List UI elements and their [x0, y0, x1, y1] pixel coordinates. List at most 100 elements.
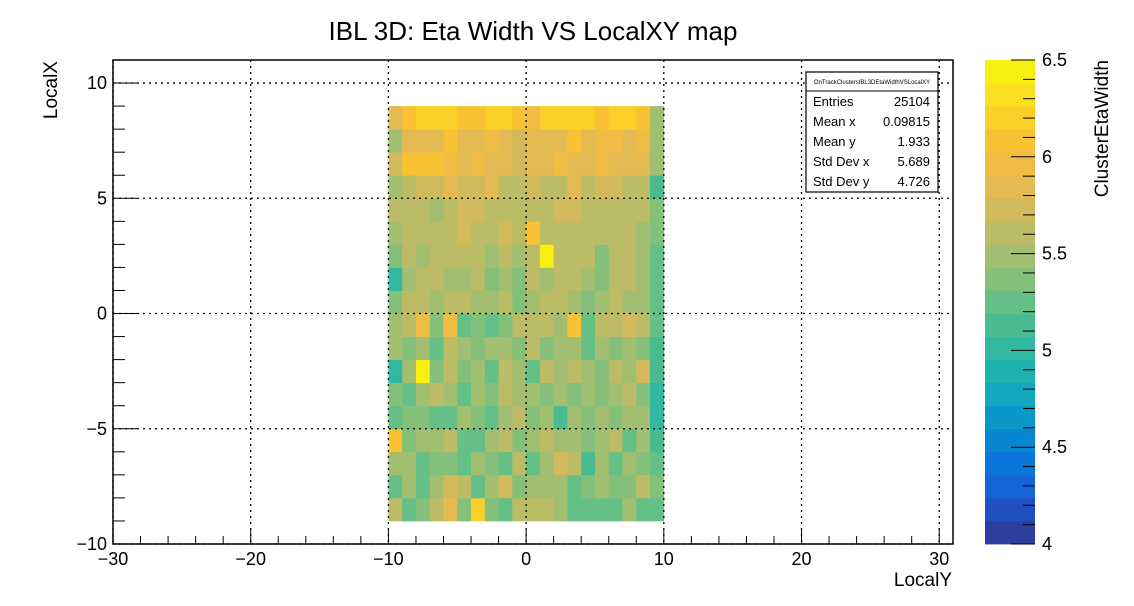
heatmap-cell	[553, 290, 568, 314]
heatmap-cell	[650, 359, 665, 384]
color-scale-band	[985, 474, 1035, 499]
heatmap-cell	[512, 106, 527, 130]
heatmap-cell	[636, 267, 651, 291]
heatmap-cell	[443, 290, 458, 314]
heatmap-cell	[471, 451, 486, 476]
heatmap-cell	[539, 336, 555, 361]
heatmap-cell	[415, 198, 431, 222]
heatmap-cell	[608, 405, 623, 430]
heatmap-cell	[484, 405, 499, 430]
heatmap-cell	[526, 474, 541, 499]
heatmap-cell	[567, 198, 582, 222]
color-scale-band	[985, 198, 1035, 222]
y-tick-label: −10	[76, 534, 107, 554]
heatmap-cell	[636, 106, 651, 130]
heatmap-cell	[581, 221, 596, 245]
heatmap-cell	[402, 336, 417, 361]
heatmap-cell	[553, 175, 568, 199]
heatmap-cell	[526, 221, 541, 245]
heatmap-cell	[443, 221, 458, 245]
heatmap-cell	[539, 359, 555, 384]
heatmap-cell	[622, 382, 637, 407]
heatmap-cell	[608, 451, 623, 476]
heatmap-cell	[457, 152, 472, 176]
color-scale-label: ClusterEtaWidth	[1092, 60, 1113, 197]
heatmap-cell	[608, 175, 623, 199]
heatmap-cell	[636, 359, 651, 384]
heatmap-cell	[594, 198, 610, 222]
heatmap-cell	[443, 175, 458, 199]
heatmap-cell	[484, 244, 499, 268]
heatmap-cell	[526, 313, 541, 337]
heatmap-cell	[608, 106, 623, 130]
heatmap-cell	[567, 336, 582, 361]
heatmap-cell	[650, 336, 665, 361]
heatmap-cell	[636, 290, 651, 314]
heatmap-cell	[457, 336, 472, 361]
heatmap-cell	[443, 244, 458, 268]
heatmap-cell	[512, 267, 527, 291]
color-scale-band	[985, 129, 1035, 153]
heatmap-cell	[443, 198, 458, 222]
heatmap-cell	[443, 336, 458, 361]
heatmap-cell	[567, 152, 582, 176]
color-scale-band	[985, 405, 1035, 430]
heatmap-cell	[457, 428, 472, 453]
heatmap-cell	[471, 106, 486, 130]
heatmap-cell	[594, 152, 610, 176]
heatmap-cell	[402, 267, 417, 291]
heatmap-cell	[594, 497, 610, 522]
heatmap-cell	[650, 221, 665, 245]
heatmap-cell	[594, 428, 610, 453]
heatmap-cell	[539, 405, 555, 430]
heatmap-cell	[484, 267, 499, 291]
heatmap-cell	[553, 221, 568, 245]
heatmap-cell	[650, 267, 665, 291]
heatmap-cell	[402, 359, 417, 384]
heatmap-cell	[636, 428, 651, 453]
x-tick-label: −30	[98, 549, 129, 569]
heatmap-cell	[622, 359, 637, 384]
heatmap-cell	[443, 382, 458, 407]
heatmap-cell	[594, 313, 610, 337]
stats-row-label: Mean x	[813, 114, 856, 129]
heatmap-cell	[429, 129, 444, 153]
heatmap-cell	[553, 451, 568, 476]
y-axis-label: LocalX	[41, 61, 62, 119]
heatmap-cell	[471, 428, 486, 453]
heatmap-cell	[388, 405, 403, 430]
x-axis: −30 −20 −10 0 10 20 30	[98, 528, 949, 569]
heatmap-cell	[622, 451, 637, 476]
x-axis-label: LocalY	[894, 570, 952, 591]
heatmap-cell	[429, 451, 444, 476]
heatmap-cell	[512, 152, 527, 176]
heatmap-cell	[526, 428, 541, 453]
heatmap-cell	[429, 152, 444, 176]
heatmap-cell	[498, 313, 513, 337]
heatmap-cell	[636, 129, 651, 153]
heatmap-cell	[498, 221, 513, 245]
heatmap-cell	[512, 497, 527, 522]
heatmap-cell	[567, 244, 582, 268]
heatmap-cell	[650, 428, 665, 453]
heatmap-cell	[484, 359, 499, 384]
color-scale-band	[985, 267, 1035, 291]
heatmap-cell	[594, 175, 610, 199]
heatmap-cell	[484, 129, 499, 153]
heatmap-cell	[553, 359, 568, 384]
heatmap-cell	[402, 221, 417, 245]
heatmap-cell	[388, 152, 403, 176]
heatmap-cell	[484, 382, 499, 407]
heatmap-cell	[608, 152, 623, 176]
heatmap-cell	[567, 497, 582, 522]
stats-row-value: 1.933	[897, 134, 930, 149]
heatmap-cell	[622, 336, 637, 361]
heatmap-cell	[622, 474, 637, 499]
heatmap-cell	[539, 497, 555, 522]
heatmap-cell	[539, 290, 555, 314]
heatmap-cell	[539, 313, 555, 337]
heatmap-cell	[457, 129, 472, 153]
heatmap-cell	[622, 175, 637, 199]
color-scale-band	[985, 60, 1035, 84]
heatmap-cell	[484, 497, 499, 522]
